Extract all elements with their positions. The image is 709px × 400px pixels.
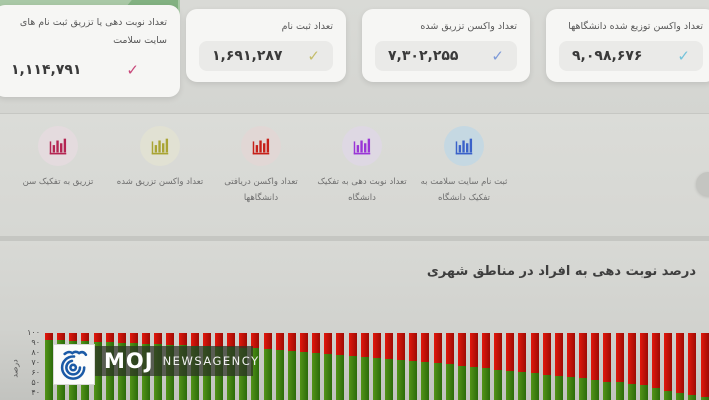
stat-value-pill: ۷,۳۰۲,۲۵۵ ✓ (375, 40, 517, 71)
y-tick-label: ۵۰ (31, 378, 40, 387)
stacked-bar (482, 333, 491, 400)
check-icon: ✓ (126, 61, 139, 80)
stacked-bar (372, 333, 381, 400)
bar-chart-icon (353, 138, 371, 155)
stacked-bar (676, 333, 685, 400)
bar-chart-icon (455, 138, 473, 155)
nav-item-injection-by-age[interactable]: تزریق به تفکیک سن (8, 126, 108, 190)
stat-card-title: تعداد ثبت نام (281, 21, 333, 32)
y-tick-label: ۶۰ (31, 368, 40, 377)
stat-card-title: تعداد واکسن تزریق شده (420, 21, 517, 32)
stacked-bar (494, 333, 503, 400)
stacked-bar (567, 333, 576, 400)
partial-circle-button[interactable] (696, 172, 709, 196)
nav-item-appointments-by-university[interactable]: تعداد نوبت دهی به تفکیک دانشگاه (312, 126, 412, 206)
stat-value-pill: ۱,۶۹۱,۲۸۷ ✓ (199, 40, 333, 71)
stat-card-vaccines-distributed: تعداد واکسن توزیع شده دانشگاهها ۹,۰۹۸,۶۷… (546, 9, 709, 82)
nav-icon-circle (444, 126, 484, 166)
stacked-bar (542, 333, 551, 400)
stat-card-site-registrations: تعداد نوبت دهی یا تزریق ثبت نام های سایت… (0, 5, 180, 97)
stat-card-title: تعداد واکسن توزیع شده دانشگاهها (568, 21, 703, 32)
watermark-brand: MOJ (104, 349, 154, 373)
stacked-bar (312, 333, 321, 400)
nav-item-vaccines-injected[interactable]: تعداد واکسن تزریق شده (110, 126, 210, 190)
section-divider (0, 113, 709, 114)
stacked-bar (603, 333, 612, 400)
stat-card-title: تعداد نوبت دهی یا تزریق ثبت نام های سایت… (19, 17, 167, 46)
nav-item-label: تزریق به تفکیک سن (22, 177, 94, 187)
nav-icon-circle (140, 126, 180, 166)
moj-logo-icon (53, 344, 95, 385)
nav-item-vaccines-received-universities[interactable]: تعداد واکسن دریافتی دانشگاهها (211, 126, 311, 206)
stacked-bar (652, 333, 661, 400)
stacked-bar (700, 333, 709, 400)
nav-item-site-registration-by-university[interactable]: ثبت نام سایت سلامت به تفکیک دانشگاه (414, 126, 514, 206)
stacked-bar (421, 333, 430, 400)
stacked-bar (287, 333, 296, 400)
stat-card-value: ۷,۳۰۲,۲۵۵ (388, 47, 459, 64)
stat-card-value: ۱,۶۹۱,۲۸۷ (212, 47, 283, 64)
stacked-bar (591, 333, 600, 400)
section-divider-band (0, 236, 709, 241)
y-tick-label: ۷۰ (31, 358, 40, 367)
nav-item-label: تعداد واکسن دریافتی دانشگاهها (224, 177, 298, 204)
stacked-bar (554, 333, 563, 400)
stacked-bar (299, 333, 308, 400)
nav-icon-circle (38, 126, 78, 166)
check-icon: ✓ (491, 46, 504, 65)
bar-chart-icon (151, 138, 169, 155)
stacked-bar (433, 333, 442, 400)
stacked-bar (397, 333, 406, 400)
stacked-bar (688, 333, 697, 400)
y-tick-label: ۱۰۰ (27, 328, 40, 337)
stacked-bar (615, 333, 624, 400)
stacked-bar (348, 333, 357, 400)
stacked-bar (275, 333, 284, 400)
check-icon: ✓ (677, 46, 690, 65)
stacked-bar (518, 333, 527, 400)
stat-card-value: ۱,۱۱۴,۷۹۱ (11, 62, 82, 79)
stacked-bar (469, 333, 478, 400)
stat-card-value: ۹,۰۹۸,۶۷۶ (572, 47, 643, 64)
stacked-bar (445, 333, 454, 400)
chart-title: درصد نوبت دهی به افراد در مناطق شهری (426, 264, 696, 279)
stacked-bar (457, 333, 466, 400)
check-icon: ✓ (307, 46, 320, 65)
stacked-bar (664, 333, 673, 400)
y-tick-label: ۴۰ (31, 388, 40, 397)
bar-chart-icon (252, 138, 270, 155)
stacked-bar (627, 333, 636, 400)
nav-icon-circle (241, 126, 281, 166)
stacked-bar (360, 333, 369, 400)
stat-value-pill: ۹,۰۹۸,۶۷۶ ✓ (559, 40, 703, 71)
nav-item-label: ثبت نام سایت سلامت به تفکیک دانشگاه (420, 177, 508, 204)
stat-card-registrations: تعداد ثبت نام ۱,۶۹۱,۲۸۷ ✓ (186, 9, 346, 82)
stacked-bar (579, 333, 588, 400)
stacked-bar (639, 333, 648, 400)
watermark-band: MOJ NEWSAGENCY (95, 346, 258, 376)
nav-item-label: تعداد واکسن تزریق شده (116, 177, 204, 187)
stacked-bar (45, 333, 53, 400)
y-tick-label: ۸۰ (31, 348, 40, 357)
watermark-agency: NEWSAGENCY (162, 354, 260, 368)
stacked-bar (324, 333, 333, 400)
nav-icon-circle (342, 126, 382, 166)
stacked-bar (409, 333, 418, 400)
stacked-bar (506, 333, 515, 400)
nav-item-label: تعداد نوبت دهی به تفکیک دانشگاه (317, 177, 407, 204)
stacked-bar (251, 333, 260, 400)
stacked-bar (384, 333, 393, 400)
y-tick-label: ۹۰ (31, 338, 40, 347)
stacked-bar (530, 333, 539, 400)
stacked-bar (336, 333, 345, 400)
stacked-bar (263, 333, 272, 400)
stat-card-vaccines-injected: تعداد واکسن تزریق شده ۷,۳۰۲,۲۵۵ ✓ (362, 9, 530, 82)
bar-chart-icon (49, 138, 67, 155)
